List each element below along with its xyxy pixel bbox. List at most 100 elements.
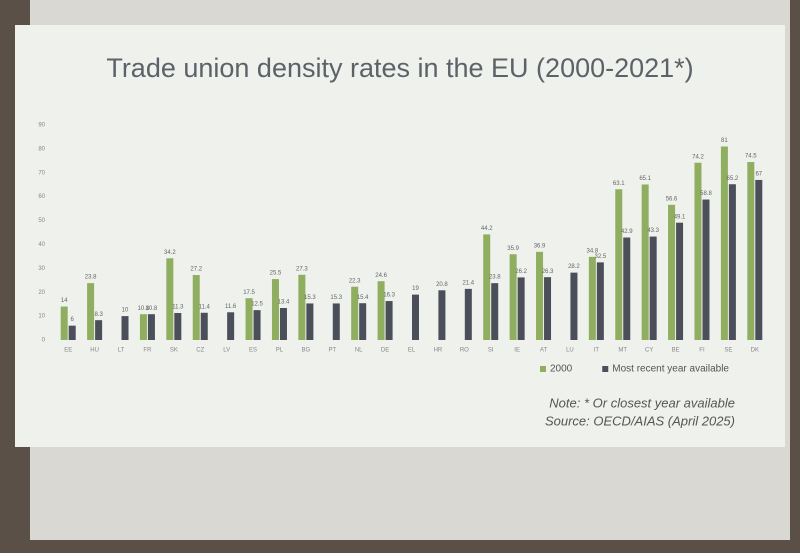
y-tick-label: 0 — [42, 338, 46, 344]
data-label: 42.9 — [621, 229, 633, 235]
bar — [95, 320, 103, 340]
bar — [385, 301, 393, 340]
bar — [298, 274, 306, 340]
x-tick-label: BE — [672, 348, 680, 354]
x-tick-label: EE — [64, 348, 72, 354]
y-tick-label: 60 — [38, 194, 45, 200]
bar — [174, 313, 182, 340]
x-tick-label: IE — [514, 348, 520, 354]
x-tick-label: LU — [566, 348, 574, 354]
data-label: 81 — [721, 138, 728, 144]
data-label: 6 — [71, 317, 75, 323]
legend-swatch — [602, 366, 609, 372]
bar — [147, 314, 155, 340]
bar — [279, 307, 287, 340]
data-label: 32.5 — [595, 254, 607, 260]
y-tick-label: 50 — [38, 218, 45, 224]
x-tick-label: AT — [540, 348, 548, 354]
legend-label: 2000 — [550, 364, 573, 375]
data-label: 11.4 — [199, 304, 211, 310]
bar — [588, 256, 596, 340]
bar — [438, 290, 446, 340]
bar — [121, 316, 129, 340]
legend-swatch — [540, 366, 546, 372]
x-tick-label: HU — [90, 348, 99, 354]
data-label: 65.1 — [639, 176, 651, 182]
y-tick-label: 90 — [38, 123, 45, 129]
bar — [253, 310, 261, 340]
data-label: 20.8 — [436, 282, 448, 288]
data-label: 27.3 — [296, 266, 308, 272]
bar — [641, 184, 649, 340]
bar — [377, 281, 385, 340]
bar — [227, 312, 235, 340]
data-label: 43.3 — [647, 228, 659, 234]
x-tick-label: DK — [751, 348, 759, 354]
data-label: 35.9 — [507, 246, 519, 252]
bar — [668, 204, 676, 340]
bar — [200, 312, 208, 340]
bar — [60, 306, 68, 340]
x-tick-label: NL — [355, 348, 363, 354]
x-tick-label: ES — [249, 348, 257, 354]
data-label: 11.3 — [172, 305, 184, 311]
x-tick-label: PT — [328, 348, 336, 354]
chart-title: Trade union density rates in the EU (200… — [106, 53, 693, 83]
bar — [332, 303, 340, 340]
data-label: 11.6 — [225, 304, 237, 310]
data-label: 23.8 — [85, 275, 97, 281]
bar — [271, 279, 279, 340]
bar — [747, 162, 755, 340]
data-label: 56.6 — [666, 196, 678, 202]
bar — [483, 234, 491, 340]
bar — [192, 275, 200, 340]
data-label: 27.2 — [190, 267, 202, 273]
bar — [755, 179, 763, 340]
data-label: 21.4 — [462, 280, 474, 286]
x-tick-label: FR — [143, 348, 152, 354]
data-label: 58.8 — [700, 191, 712, 197]
y-tick-label: 10 — [38, 314, 45, 320]
x-tick-label: IT — [594, 348, 600, 354]
plot: 0 10 20 30 40 50 60 70 80 90 EE 14 6 HU 23.8 8.3 LT 10 FR 1… — [38, 123, 762, 375]
data-label: 15.4 — [357, 295, 369, 301]
bar — [720, 146, 728, 340]
source: Source: OECD/AIAS (April 2025) — [545, 413, 735, 428]
bar — [623, 237, 631, 340]
data-label: 24.6 — [375, 273, 387, 279]
x-tick-label: FI — [699, 348, 705, 354]
x-tick-label: CY — [645, 348, 653, 354]
data-label: 49.1 — [674, 214, 686, 220]
bar — [596, 262, 604, 340]
data-label: 8.3 — [94, 312, 103, 318]
x-tick-label: MT — [618, 348, 627, 354]
data-label: 44.2 — [481, 226, 493, 232]
x-tick-label: BG — [302, 348, 311, 354]
data-label: 10 — [122, 308, 129, 314]
bar — [68, 325, 76, 340]
bar — [615, 189, 623, 340]
legend-label: Most recent year available — [612, 364, 729, 375]
data-label: 15.3 — [304, 295, 316, 301]
data-label: 14 — [61, 298, 68, 304]
data-label: 16.3 — [383, 293, 395, 299]
bar — [166, 258, 174, 340]
data-label: 13.4 — [278, 300, 290, 306]
data-label: 23.8 — [489, 275, 501, 281]
bar — [570, 272, 578, 340]
bar — [649, 236, 657, 340]
note: Note: * Or closest year available — [549, 395, 735, 410]
data-label: 28.2 — [568, 264, 580, 270]
slide — [15, 25, 785, 447]
bar — [509, 254, 517, 340]
data-label: 34.8 — [587, 248, 599, 254]
bar — [351, 286, 359, 340]
data-label: 74.5 — [745, 154, 757, 160]
y-tick-label: 40 — [38, 242, 45, 248]
data-label: 36.9 — [534, 243, 546, 249]
x-tick-label: LV — [223, 348, 230, 354]
bar — [139, 314, 147, 340]
bar — [464, 288, 472, 340]
bar — [728, 184, 736, 340]
